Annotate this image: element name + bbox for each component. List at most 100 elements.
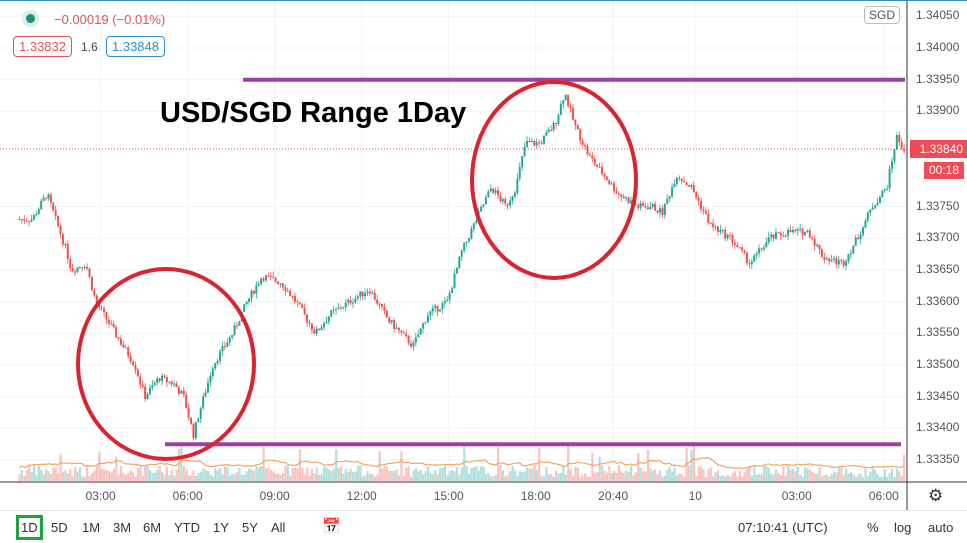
volume-bar [569, 468, 572, 481]
volume-bar [429, 472, 432, 481]
candle-body [376, 299, 379, 304]
volume-bar [767, 467, 770, 481]
volume-bar [289, 475, 292, 481]
volume-bar [806, 468, 809, 481]
settings-icon[interactable]: ⚙ [928, 486, 944, 505]
volume-bar [395, 469, 398, 481]
candle-body [559, 104, 562, 115]
range-6m[interactable]: 6M [143, 520, 162, 535]
volume-bar [351, 472, 355, 481]
volume-bar [301, 467, 304, 481]
volume-bar [161, 471, 164, 481]
currency-label[interactable]: SGD [864, 6, 901, 24]
candle-body [523, 147, 526, 157]
candle-body [204, 392, 207, 397]
candle-body [385, 310, 388, 318]
volume-bar [866, 476, 870, 481]
volume-bar [511, 465, 514, 481]
candle-body [704, 210, 707, 214]
range-5y[interactable]: 5Y [242, 520, 258, 535]
candle-body [103, 308, 106, 313]
volume-bar [881, 476, 884, 481]
candle-body [835, 258, 838, 265]
volume-bar [845, 468, 848, 481]
volume-bar [547, 473, 550, 481]
candle-body [90, 276, 93, 291]
candle-body [81, 267, 84, 269]
candle-body [830, 259, 833, 262]
candle-body [482, 204, 485, 207]
candle-body [501, 199, 504, 202]
log-toggle[interactable]: log [894, 520, 912, 535]
volume-bar [472, 467, 476, 481]
candle-body [431, 307, 434, 312]
candle-body [613, 183, 616, 192]
volume-bar [373, 476, 376, 481]
volume-bar [95, 466, 98, 481]
range-all[interactable]: All [271, 520, 286, 535]
volume-bar [721, 475, 725, 481]
go-to-date-icon[interactable]: 📅 [322, 518, 341, 535]
candle-body [528, 140, 531, 143]
candle-body [291, 296, 294, 298]
volume-bar [402, 475, 405, 481]
volume-bar [661, 476, 664, 481]
range-ytd[interactable]: YTD [174, 520, 200, 535]
volume-bar [30, 471, 33, 481]
candle-body [716, 226, 719, 232]
candle-body [526, 140, 529, 148]
x-tick-label: 15:00 [433, 489, 464, 503]
candle-body [755, 253, 758, 256]
candle-body [820, 249, 823, 258]
range-1y[interactable]: 1Y [213, 520, 229, 535]
volume-bar [779, 475, 783, 481]
volume-bar [487, 472, 490, 481]
volume-bar [252, 470, 256, 481]
volume-bar [107, 470, 111, 481]
volume-bar [180, 446, 183, 481]
candle-body [530, 140, 533, 143]
volume-bar [272, 471, 275, 481]
candle-body [105, 312, 108, 320]
ask-button[interactable]: 1.33848 [106, 36, 165, 57]
volume-bar [891, 468, 894, 481]
volume-bar [697, 466, 700, 481]
range-1d[interactable]: 1D [16, 515, 43, 540]
volume-bar [523, 471, 526, 481]
spread: 1.6 [81, 40, 98, 54]
range-3m[interactable]: 3M [113, 520, 132, 535]
bottom-toolbar: 1D 5D 1M 3M 6M YTD 1Y 5Y All 📅 07:10:41 … [0, 510, 967, 543]
volume-bar [219, 467, 222, 481]
candle-body [557, 114, 560, 124]
volume-bar [448, 471, 451, 481]
candle-body [86, 267, 89, 269]
volume-bar [808, 469, 812, 481]
candle-body [226, 342, 229, 347]
candle-body [388, 317, 391, 323]
candle-body [646, 207, 649, 210]
volume-bar [460, 467, 463, 481]
volume-bar [119, 466, 123, 481]
candle-body [714, 226, 717, 228]
percent-toggle[interactable]: % [867, 520, 879, 535]
volume-bar [712, 476, 715, 481]
candle-body [881, 190, 884, 198]
candle-body [262, 278, 265, 281]
candle-body [190, 417, 193, 424]
candle-body [148, 387, 151, 395]
volume-bar [649, 468, 652, 481]
auto-toggle[interactable]: auto [928, 520, 954, 535]
volume-bar [414, 467, 418, 481]
range-1m[interactable]: 1M [82, 520, 101, 535]
candle-body [32, 214, 35, 220]
price-chart[interactable] [0, 0, 967, 510]
volume-bar [455, 467, 459, 481]
bid-button[interactable]: 1.33832 [13, 36, 72, 57]
candle-body [625, 197, 628, 199]
candle-body [397, 327, 400, 331]
volume-bar [245, 471, 248, 481]
volume-bar [325, 467, 328, 481]
range-5d[interactable]: 5D [51, 520, 68, 535]
candle-body [891, 161, 894, 169]
y-tick-label: 1.33900 [916, 103, 960, 118]
